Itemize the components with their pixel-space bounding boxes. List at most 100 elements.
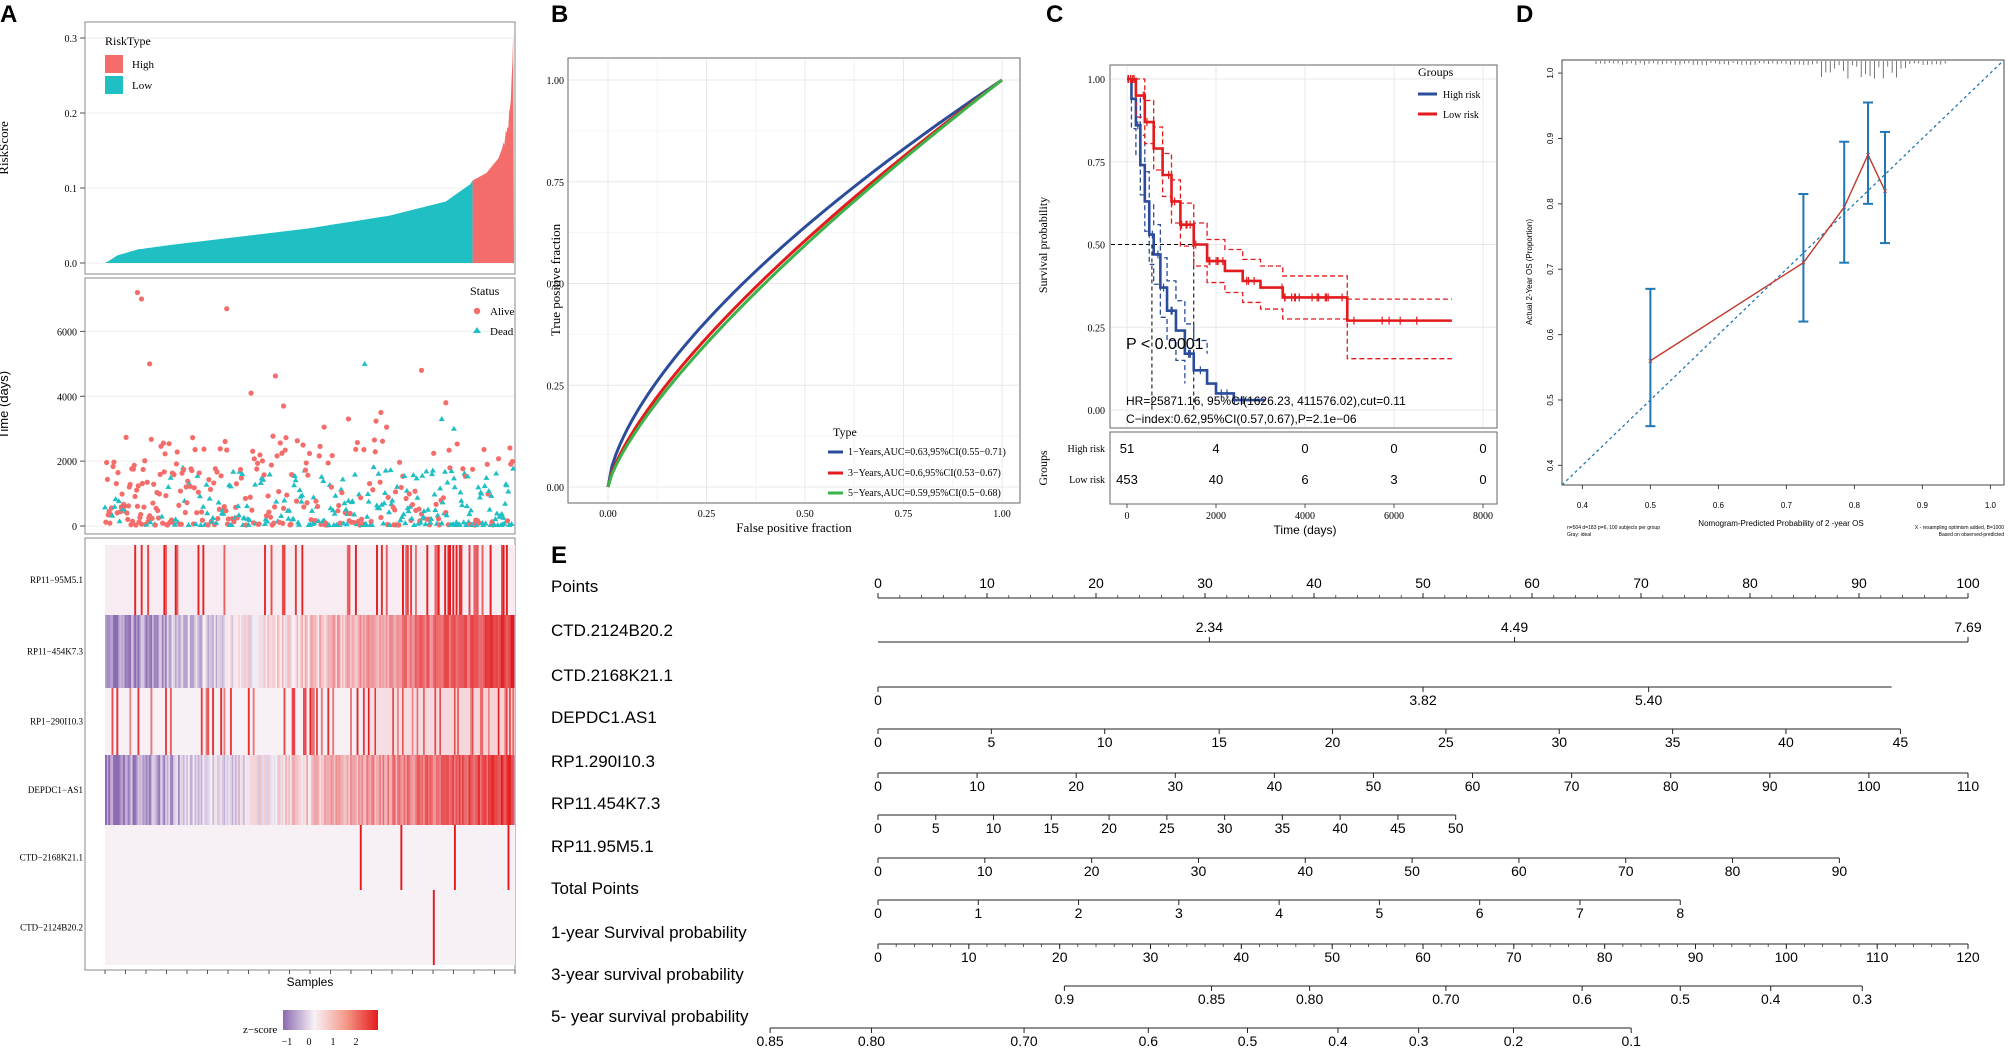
heatmap-cell: [479, 755, 482, 825]
y-tick-label: 0.7: [1546, 263, 1555, 275]
heatmap-cell: [259, 755, 262, 825]
km-legend-title: Groups: [1418, 65, 1454, 79]
y-tick-label: 0.1: [65, 184, 78, 195]
heatmap-cell: [210, 615, 213, 688]
heatmap-cell: [312, 755, 315, 825]
heatmap-cell: [169, 755, 172, 825]
heatmap-cell: [367, 688, 370, 755]
heatmap-cell: [488, 615, 490, 688]
heatmap-cell: [444, 688, 447, 755]
dead-point: [378, 501, 385, 507]
nomogram-tick-label: 70: [1564, 778, 1580, 794]
nomogram-tick-label: 50: [1415, 575, 1431, 591]
heatmap-cell: [436, 545, 439, 615]
heatmap-cell: [414, 755, 417, 825]
dead-point: [376, 505, 383, 511]
nomogram-tick-label: 40: [1267, 778, 1283, 794]
heatmap-cell: [499, 688, 502, 755]
heatmap-cell: [246, 755, 249, 825]
nomogram-tick-label: 0.1: [1621, 1033, 1641, 1049]
heatmap-cell: [296, 615, 299, 688]
heatmap-cell: [195, 755, 198, 825]
heatmap-cell: [311, 755, 314, 825]
dead-point: [410, 472, 417, 478]
alive-point: [107, 520, 113, 526]
heatmap-cell: [306, 615, 309, 688]
y-tick-label: 0.8: [1546, 198, 1555, 210]
heatmap-cell: [502, 688, 505, 755]
heatmap-cell: [324, 615, 327, 688]
dead-point: [488, 492, 495, 498]
heatmap-cell: [369, 688, 372, 755]
nomogram-tick-label: 70: [1506, 949, 1522, 965]
dead-point: [386, 521, 393, 527]
heatmap-cell: [116, 688, 119, 755]
alive-point: [280, 505, 287, 511]
risk-table-frame: [1109, 431, 1498, 505]
alive-point: [134, 503, 141, 509]
heatmap-cell: [445, 688, 448, 755]
heatmap-cell: [492, 755, 495, 825]
dead-point: [381, 490, 388, 496]
heatmap-cell: [491, 688, 494, 755]
alive-point: [271, 520, 277, 526]
nomogram-tick-label: 0.80: [1296, 991, 1323, 1007]
dead-point: [467, 507, 474, 513]
heatmap-cell: [140, 615, 143, 688]
nomogram-tick-label: 90: [1762, 778, 1778, 794]
roc-legend-label-1y: 1−Years,AUC=0.63,95%CI(0.55−0.71): [848, 447, 1006, 458]
heatmap-cell: [419, 688, 422, 755]
nomogram-tick-label: 70: [1633, 575, 1649, 591]
y-tick-label: 4000: [57, 392, 77, 403]
alive-point: [294, 438, 300, 444]
km-pvalue: P < 0.0001: [1126, 336, 1204, 353]
heatmap-cell: [455, 755, 458, 825]
heatmap-cell: [442, 688, 445, 755]
heatmap-cell: [509, 688, 512, 755]
heatmap-cell: [346, 545, 349, 615]
heatmap-cell: [483, 688, 486, 755]
heatmap-cell: [450, 688, 453, 755]
heatmap-cell: [468, 545, 471, 615]
heatmap-cell: [447, 688, 450, 755]
heatmap-cell: [281, 615, 284, 688]
dead-point: [498, 511, 505, 517]
nomogram-tick-label: 8: [1676, 905, 1684, 921]
heatmap-cell: [134, 755, 137, 825]
km-legend: Groups High risk Low risk: [1418, 65, 1481, 121]
dead-point: [252, 481, 259, 487]
heatmap-cell: [497, 688, 500, 755]
x-tick-label: 8000: [1473, 511, 1493, 522]
heatmap-cell: [113, 615, 116, 688]
heatmap-cell: [332, 688, 335, 755]
heatmap-cell: [364, 688, 367, 755]
km-ci-upper: [1127, 78, 1452, 300]
dead-point: [209, 514, 216, 520]
heatmap-cell: [332, 615, 335, 688]
heatmap-cell: [475, 545, 477, 615]
dead-point: [459, 502, 466, 508]
heatmap-cell: [434, 755, 437, 825]
y-tick-label: 0.25: [547, 381, 565, 392]
heatmap-cell: [411, 615, 414, 688]
heatmap-cell: [202, 615, 205, 688]
x-tick-label: 2000: [1206, 511, 1226, 522]
dead-point: [428, 515, 435, 521]
nomogram-tick-label: 10: [986, 820, 1002, 836]
heatmap-cell: [384, 688, 387, 755]
roc-legend: Type 1−Years,AUC=0.63,95%CI(0.55−0.71) 3…: [828, 425, 1006, 499]
heatmap-cell: [379, 615, 382, 688]
heatmap-cell: [152, 755, 154, 825]
heatmap-cell: [481, 688, 484, 755]
heatmap-cell: [280, 615, 283, 688]
dead-point: [387, 467, 394, 473]
heatmap-cell: [315, 615, 318, 688]
dead-point: [478, 490, 485, 496]
alive-point: [336, 502, 342, 509]
panel-b: 0.00 0.00 0.25 0.25 0.50 0.50 0.75 0.75 1.00 1.00…: [547, 57, 1021, 535]
alive-point: [358, 516, 365, 522]
dead-point: [375, 470, 382, 476]
legend-label-high: High: [132, 59, 155, 71]
risk-table-title: Groups: [1036, 450, 1050, 486]
heatmap-cell: [427, 755, 430, 825]
